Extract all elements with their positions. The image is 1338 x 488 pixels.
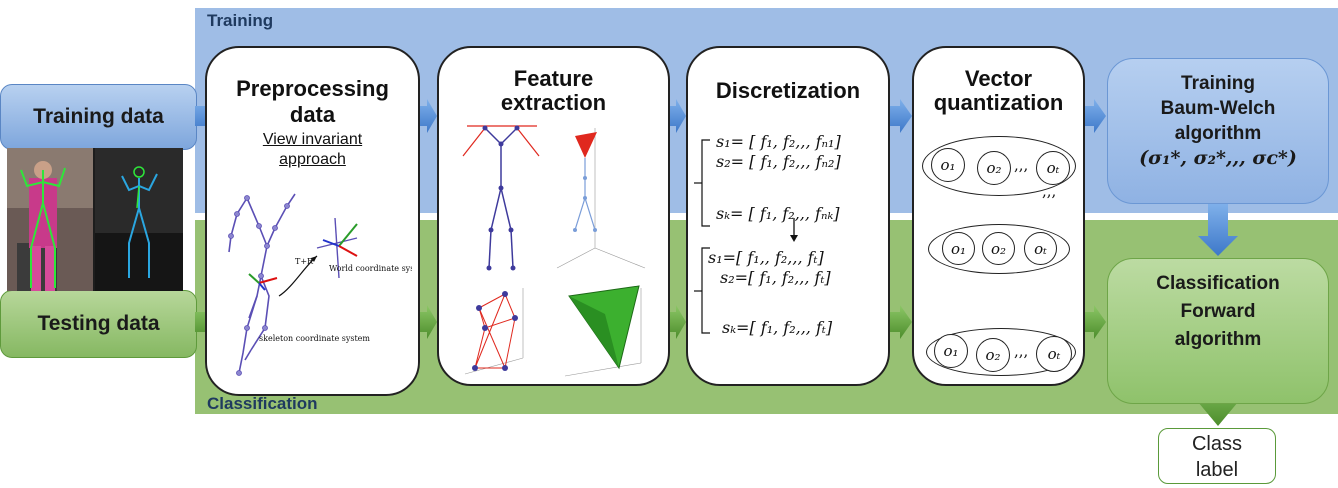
stage-vector-quantization: Vector quantization o₁ o₂ ,,, oₜ ,,, o₁ … [912, 46, 1085, 386]
disc-eq-top-3: sₖ= [ f₁, f₂,,, fₙₖ] [716, 204, 840, 223]
testing-data-box: Testing data [0, 290, 197, 358]
classification-forward-box: Classification Forward algorithm [1107, 258, 1329, 404]
training-baum-welch-box: Training Baum-Welch algorithm (σ₁*, σ₂*,… [1107, 58, 1329, 204]
vq-ellipse-2 [928, 224, 1070, 274]
vq-circle-o1-a: o₁ [931, 148, 965, 182]
arrow-train-2 [420, 99, 437, 133]
vq-circle-ot-b: oₜ [1024, 232, 1057, 265]
arrow-train-3 [670, 99, 686, 133]
preprocessing-subtitle-line2: approach [279, 151, 346, 168]
disc-eq-bottom-2: s₂=[ f₁, f₂,,, fₜ] [720, 268, 831, 287]
feature-title-line1: Feature [513, 66, 594, 91]
training-output-line1: Training [1181, 73, 1255, 94]
preprocessing-title-line1: Preprocessing [236, 76, 389, 101]
classification-band-label: Classification [207, 394, 318, 413]
arrow-class-4 [890, 305, 912, 339]
feature-plots-illustration [462, 125, 646, 377]
stage-feature-extraction: Feature extraction [437, 46, 670, 386]
class-label-line2: label [1195, 459, 1239, 481]
disc-eq-bottom-3: sₖ=[ f₁, f₂,,, fₜ] [722, 318, 833, 337]
vq-sep-a: ,,, [1014, 156, 1029, 174]
vq-circle-o1-b: o₁ [942, 232, 975, 265]
training-data-box: Training data [0, 84, 197, 150]
vq-circle-o2-b: o₂ [982, 232, 1015, 265]
disc-eq-top-2: s₂= [ f₁, f₂,,, fₙ₂] [716, 152, 841, 171]
vq-circle-ot-a: oₜ [1036, 151, 1070, 185]
vq-circle-o1-c: o₁ [934, 334, 968, 368]
vq-sep-c: ,,, [1014, 342, 1029, 360]
training-band-label: Training [207, 11, 274, 30]
training-output-line2: Baum-Welch [1160, 98, 1276, 119]
kinect-photo [7, 148, 183, 291]
training-data-label: Training data [33, 105, 164, 128]
vq-circle-ot-c: oₜ [1036, 336, 1072, 372]
world-coordinate-label: World coordinate system [329, 264, 412, 273]
vq-sep-a2: ,,, [1042, 182, 1057, 200]
vq-title-line2: quantization [933, 90, 1064, 115]
skeleton-coordinate-label: skeleton coordinate system [259, 334, 370, 343]
classification-output-line1: Classification [1156, 273, 1280, 294]
arrow-train-to-class [1198, 204, 1238, 256]
preprocessing-title-line2: data [289, 102, 336, 127]
skeleton-coordinate-illustration: T+R World coordinate system skeleton coo… [228, 193, 412, 376]
arrow-class-3 [670, 305, 686, 339]
arrow-train-4 [890, 99, 912, 133]
arrow-train-5 [1085, 99, 1106, 133]
arrow-class-2 [420, 305, 437, 339]
disc-eq-bottom-1: s₁=[ f₁,, f₂,,, fₜ] [708, 248, 824, 267]
vq-ellipse-3 [926, 328, 1076, 376]
class-label-line1: Class [1191, 433, 1242, 455]
preprocessing-subtitle-line1: View invariant [262, 131, 363, 148]
training-output-line3: algorithm [1174, 123, 1262, 144]
feature-title-line2: extraction [500, 90, 607, 115]
stage-discretization: Discretization s₁= [ f₁, f₂,,, fₙ₁] s₂= … [686, 46, 890, 386]
classification-output-line3: algorithm [1174, 329, 1262, 350]
classification-output-line2: Forward [1180, 301, 1256, 322]
vq-circle-o2-a: o₂ [977, 151, 1011, 185]
testing-data-label: Testing data [37, 312, 160, 335]
vq-ellipse-1 [922, 136, 1076, 196]
discretization-title: Discretization [715, 78, 861, 103]
vq-circle-o2-c: o₂ [976, 338, 1010, 372]
training-output-line4: (σ₁*, σ₂*,,, σᴄ*) [1139, 147, 1297, 169]
arrow-class-5 [1085, 305, 1106, 339]
class-label-box: Class label [1158, 428, 1276, 484]
vq-title-line1: Vector [964, 66, 1033, 91]
stage-preprocessing: Preprocessing data View invariant approa… [205, 46, 420, 396]
discretization-brackets [694, 139, 798, 334]
disc-eq-top-1: s₁= [ f₁, f₂,,, fₙ₁] [716, 132, 841, 151]
transform-label: T+R [295, 257, 314, 266]
